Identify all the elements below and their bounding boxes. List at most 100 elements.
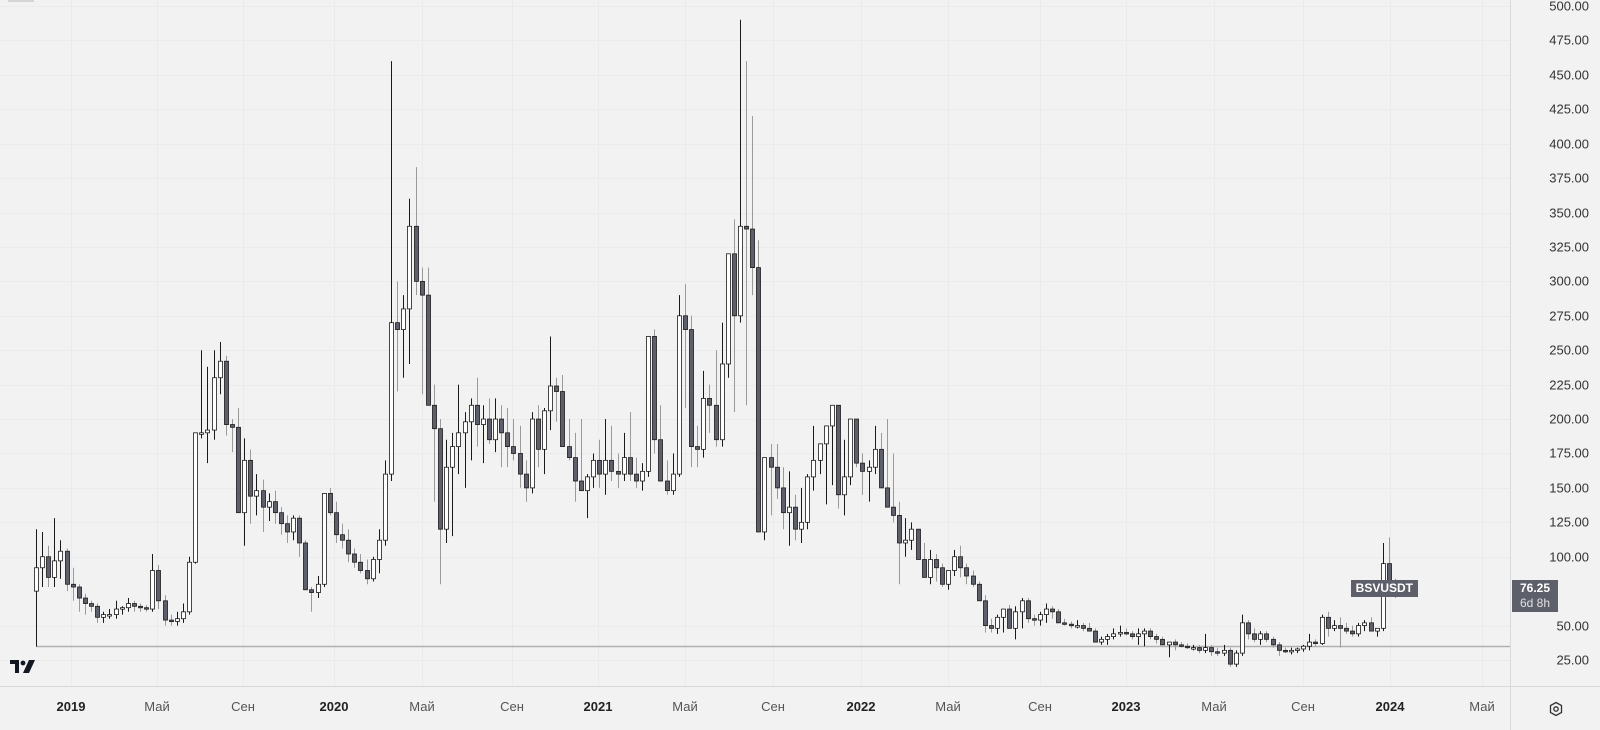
candle[interactable] bbox=[971, 570, 976, 588]
candle[interactable] bbox=[1307, 633, 1312, 651]
candle[interactable] bbox=[1252, 628, 1257, 643]
candle[interactable] bbox=[101, 611, 106, 623]
candle[interactable] bbox=[536, 405, 541, 468]
candle[interactable] bbox=[762, 457, 767, 541]
candle[interactable] bbox=[775, 443, 780, 499]
candle[interactable] bbox=[83, 593, 88, 615]
candle[interactable] bbox=[836, 404, 841, 509]
candle[interactable] bbox=[714, 350, 719, 447]
candle[interactable] bbox=[346, 529, 351, 563]
candle[interactable] bbox=[781, 467, 786, 530]
candle[interactable] bbox=[952, 549, 957, 577]
candle[interactable] bbox=[671, 453, 676, 495]
candle[interactable] bbox=[352, 548, 357, 568]
candle[interactable] bbox=[71, 567, 76, 601]
candle[interactable] bbox=[224, 355, 229, 436]
candle[interactable] bbox=[163, 595, 168, 626]
candle[interactable] bbox=[505, 408, 510, 468]
candle[interactable] bbox=[407, 198, 412, 364]
candle[interactable] bbox=[922, 542, 927, 578]
candle[interactable] bbox=[1350, 625, 1355, 637]
candle[interactable] bbox=[205, 366, 210, 464]
candle[interactable] bbox=[879, 432, 884, 489]
candle[interactable] bbox=[597, 439, 602, 488]
candle[interactable] bbox=[873, 425, 878, 475]
candle[interactable] bbox=[1160, 636, 1165, 646]
candle[interactable] bbox=[1228, 647, 1233, 667]
candle[interactable] bbox=[297, 515, 302, 557]
candle[interactable] bbox=[1013, 606, 1018, 640]
candle[interactable] bbox=[591, 453, 596, 488]
candle[interactable] bbox=[989, 618, 994, 633]
candle[interactable] bbox=[824, 425, 829, 505]
candle[interactable] bbox=[469, 398, 474, 461]
candle[interactable] bbox=[414, 167, 419, 296]
candle[interactable] bbox=[707, 384, 712, 433]
candle[interactable] bbox=[1020, 598, 1025, 629]
candle[interactable] bbox=[805, 474, 810, 530]
price-axis[interactable]: 500.00 475.00 450.00 425.00 400.00 375.00 350.… bbox=[1510, 0, 1600, 686]
candle[interactable] bbox=[530, 412, 535, 494]
candle[interactable] bbox=[1075, 620, 1080, 629]
candle[interactable] bbox=[236, 408, 241, 514]
candle[interactable] bbox=[1001, 608, 1006, 633]
candle[interactable] bbox=[267, 493, 272, 521]
candle[interactable] bbox=[181, 603, 186, 623]
candle[interactable] bbox=[958, 545, 963, 578]
candle[interactable] bbox=[1038, 611, 1043, 626]
candle[interactable] bbox=[854, 418, 859, 468]
candle[interactable] bbox=[1215, 647, 1220, 656]
chart-settings-button[interactable] bbox=[1510, 686, 1600, 730]
candle[interactable] bbox=[622, 432, 627, 482]
candle[interactable] bbox=[1148, 628, 1153, 640]
candle[interactable] bbox=[481, 405, 486, 464]
candle[interactable] bbox=[1240, 614, 1245, 656]
candle[interactable] bbox=[1062, 618, 1067, 626]
candle[interactable] bbox=[909, 522, 914, 550]
candle[interactable] bbox=[420, 267, 425, 395]
candle[interactable] bbox=[316, 576, 321, 599]
candle[interactable] bbox=[1087, 622, 1092, 632]
candle[interactable] bbox=[1283, 647, 1288, 654]
candle[interactable] bbox=[1093, 628, 1098, 643]
candle[interactable] bbox=[1209, 644, 1214, 656]
candle[interactable] bbox=[365, 559, 370, 585]
candle[interactable] bbox=[52, 518, 57, 588]
candle[interactable] bbox=[1332, 620, 1337, 632]
candle[interactable] bbox=[616, 453, 621, 488]
candle[interactable] bbox=[1032, 614, 1037, 626]
candle[interactable] bbox=[309, 587, 314, 612]
candle[interactable] bbox=[383, 460, 388, 546]
candle[interactable] bbox=[1320, 614, 1325, 645]
candle[interactable] bbox=[261, 479, 266, 532]
candle[interactable] bbox=[885, 419, 890, 508]
candle[interactable] bbox=[303, 540, 308, 591]
candle[interactable] bbox=[1289, 647, 1294, 655]
candle[interactable] bbox=[640, 463, 645, 491]
candle[interactable] bbox=[34, 529, 39, 647]
candle[interactable] bbox=[1179, 642, 1184, 648]
candle[interactable] bbox=[120, 606, 125, 615]
candle[interactable] bbox=[65, 548, 70, 592]
candle[interactable] bbox=[40, 531, 45, 588]
candle[interactable] bbox=[1185, 643, 1190, 649]
candle[interactable] bbox=[964, 563, 969, 585]
candle[interactable] bbox=[573, 432, 578, 502]
candle[interactable] bbox=[1197, 644, 1202, 654]
candle[interactable] bbox=[175, 611, 180, 626]
candle[interactable] bbox=[230, 419, 235, 453]
candle[interactable] bbox=[634, 457, 639, 488]
candle[interactable] bbox=[1277, 642, 1282, 656]
candle[interactable] bbox=[720, 322, 725, 447]
candle[interactable] bbox=[738, 19, 743, 323]
chart-pane[interactable]: BSVUSDT bbox=[0, 0, 1510, 686]
candle[interactable] bbox=[487, 398, 492, 444]
candle[interactable] bbox=[1222, 644, 1227, 656]
candle[interactable] bbox=[334, 501, 339, 543]
candle[interactable] bbox=[291, 515, 296, 541]
candle[interactable] bbox=[1069, 621, 1074, 629]
candle[interactable] bbox=[744, 61, 749, 406]
candle[interactable] bbox=[683, 284, 688, 409]
candle[interactable] bbox=[658, 405, 663, 482]
candle[interactable] bbox=[750, 116, 755, 296]
